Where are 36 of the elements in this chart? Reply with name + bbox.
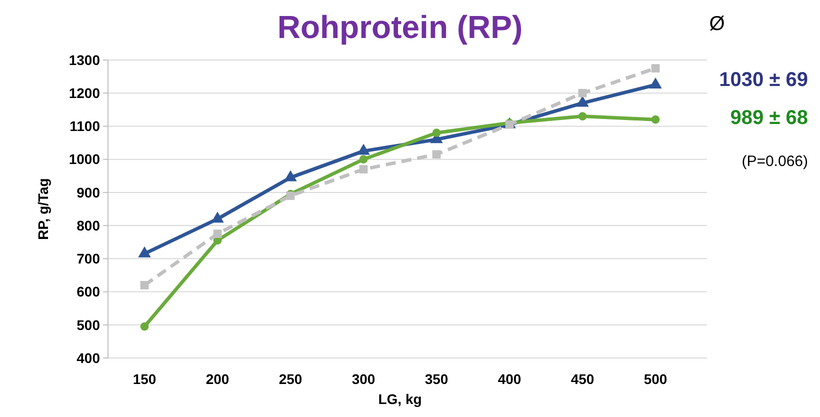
point — [140, 280, 149, 290]
x-tick-label: 250 — [278, 371, 302, 387]
point — [140, 322, 149, 331]
y-tick-label: 500 — [76, 316, 100, 333]
point — [359, 155, 368, 164]
point — [213, 230, 222, 238]
y-tick-label: 700 — [76, 250, 100, 267]
x-tick-label: 400 — [498, 371, 522, 387]
y-axis-title: RP, g/Tag — [35, 178, 51, 240]
text: (P=0.066) — [742, 153, 808, 170]
y-tick-label: 1200 — [68, 85, 100, 102]
x-tick-label: 450 — [570, 371, 594, 387]
text: 989 ± 68 — [730, 107, 808, 129]
y-tick-label: 600 — [76, 284, 100, 300]
x-tick-label: 150 — [132, 371, 156, 387]
x-tick-label: 500 — [644, 371, 668, 387]
point — [432, 150, 441, 159]
text: Ø — [709, 13, 725, 35]
point — [432, 128, 441, 138]
chart-title: Rohprotein (RP) — [277, 9, 523, 45]
point — [578, 112, 587, 120]
x-axis-title: LG, kg — [378, 391, 422, 407]
y-tick-label: 1100 — [70, 118, 100, 134]
y-tick-label: 1000 — [68, 151, 100, 168]
x-tick-label: 350 — [424, 371, 448, 387]
y-tick-label: 800 — [76, 217, 100, 234]
point — [359, 165, 368, 174]
point — [651, 115, 660, 124]
y-tick-label: 400 — [76, 350, 100, 366]
point — [578, 88, 587, 98]
x-tick-label: 300 — [352, 371, 376, 387]
text: 1030 ± 69 — [719, 69, 808, 91]
point — [651, 64, 660, 72]
y-tick-label: 900 — [76, 184, 100, 200]
x-tick-label: 200 — [206, 371, 230, 387]
y-tick-label: 1300 — [68, 52, 100, 68]
